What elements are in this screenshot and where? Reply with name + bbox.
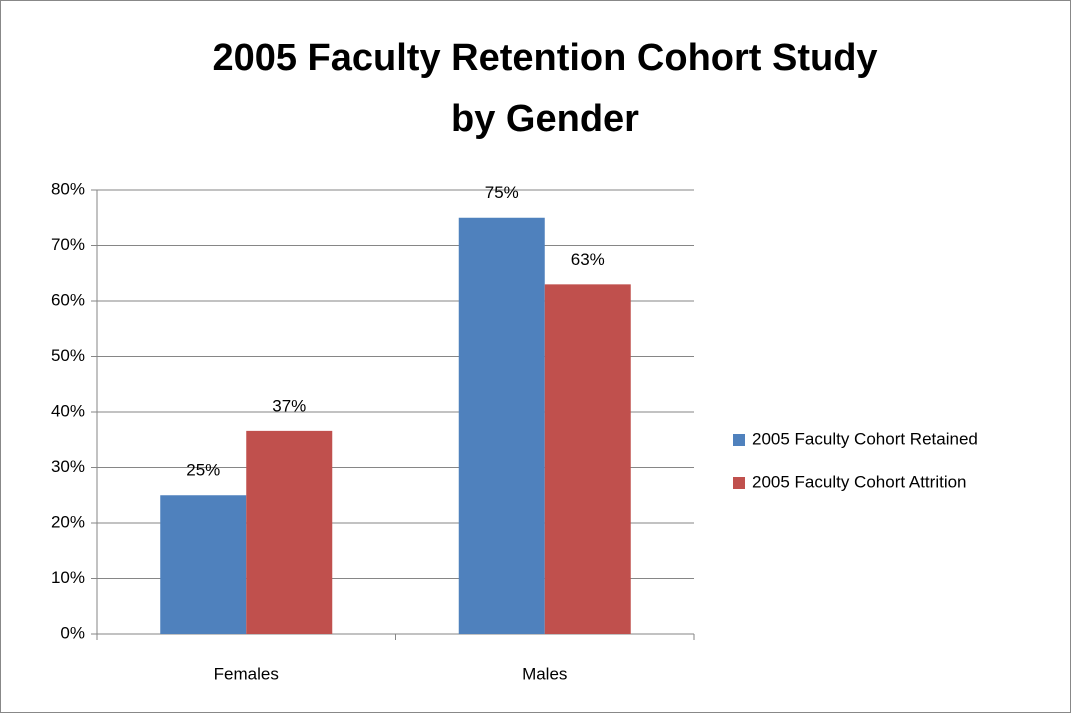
bar: [160, 495, 247, 634]
chart-title: 2005 Faculty Retention Cohort Study: [212, 37, 877, 79]
data-label: 63%: [571, 250, 605, 269]
bar: [246, 430, 333, 634]
legend-label: 2005 Faculty Cohort Attrition: [752, 472, 967, 491]
x-tick-label: Females: [214, 664, 279, 683]
bar: [544, 284, 631, 634]
data-label: 75%: [485, 183, 519, 202]
bar: [458, 217, 545, 634]
data-label: 37%: [272, 396, 306, 415]
legend-label: 2005 Faculty Cohort Retained: [752, 429, 978, 448]
legend-swatch: [733, 477, 745, 489]
y-tick-label: 60%: [51, 290, 85, 309]
y-tick-label: 50%: [51, 346, 85, 365]
y-tick-label: 80%: [51, 179, 85, 198]
y-tick-label: 0%: [60, 623, 85, 642]
x-tick-label: Males: [522, 664, 567, 683]
chart-title: by Gender: [451, 98, 639, 140]
y-tick-label: 30%: [51, 457, 85, 476]
legend-swatch: [733, 434, 745, 446]
data-label: 25%: [186, 461, 220, 480]
y-tick-label: 20%: [51, 512, 85, 531]
y-tick-label: 40%: [51, 401, 85, 420]
y-tick-label: 70%: [51, 235, 85, 254]
y-tick-label: 10%: [51, 568, 85, 587]
